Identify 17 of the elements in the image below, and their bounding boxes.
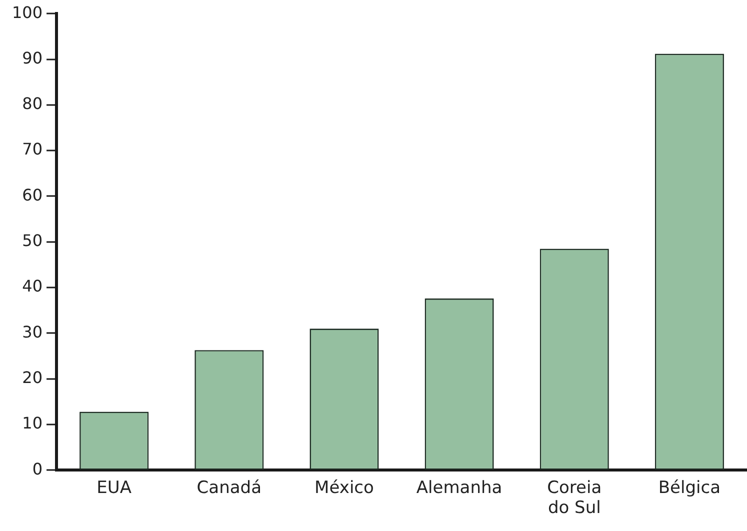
x-tick-label: Bélgica <box>658 478 721 498</box>
y-tick-label: 10 <box>22 414 43 433</box>
y-tick-label: 30 <box>22 322 43 342</box>
y-tick-label: 60 <box>22 185 43 204</box>
x-tick-label: Canadá <box>196 478 262 498</box>
x-tick-label: México <box>314 478 374 498</box>
y-tick-label: 80 <box>22 94 43 114</box>
y-tick-label: 0 <box>32 459 43 478</box>
y-tick-label: 100 <box>12 2 43 22</box>
y-tick-label: 20 <box>22 368 43 388</box>
y-tick-label: 40 <box>22 276 43 296</box>
y-tick-label: 90 <box>22 48 43 68</box>
x-tick-label: Alemanha <box>416 478 502 498</box>
x-tick-label: Coreia do Sul <box>547 478 602 518</box>
x-tick-label: EUA <box>96 478 132 498</box>
y-tick-label: 70 <box>22 140 43 159</box>
y-tick-label: 50 <box>22 231 43 250</box>
